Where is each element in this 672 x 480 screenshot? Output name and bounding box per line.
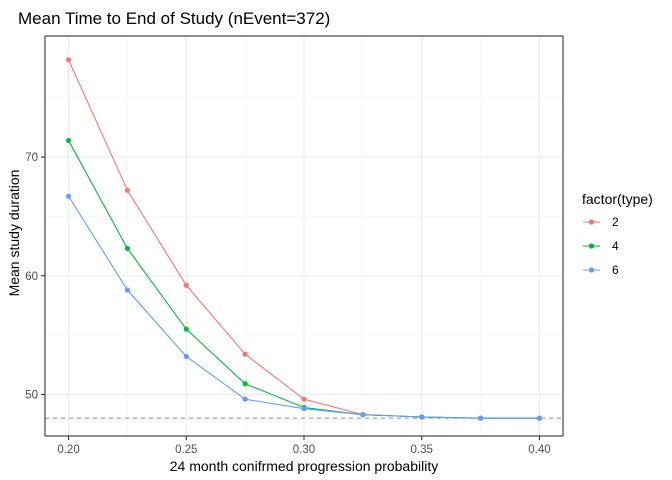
legend-key-point-6 [588, 267, 595, 273]
legend-label-6: 6 [612, 263, 619, 277]
legend-title: factor(type) [582, 191, 653, 207]
data-point-6 [477, 415, 484, 421]
data-point-2 [65, 57, 72, 63]
legend-key-point-2 [588, 219, 595, 225]
x-axis-title: 24 month conifrmed progression probabili… [170, 458, 438, 474]
data-point-4 [242, 381, 248, 387]
data-point-4 [124, 245, 131, 252]
chart-title: Mean Time to End of Study (nEvent=372) [18, 9, 330, 28]
data-point-2 [242, 351, 248, 357]
data-point-6 [124, 287, 131, 293]
data-point-6 [419, 414, 425, 420]
legend-label-2: 2 [612, 215, 619, 229]
data-point-4 [65, 137, 72, 144]
data-point-6 [360, 412, 366, 418]
plot-panel: 0.20 0.25 0.30 0.35 0.40 50 60 70 [25, 35, 564, 456]
y-tick-label: 60 [25, 271, 38, 283]
data-point-2 [183, 282, 189, 288]
data-point-2 [301, 396, 307, 402]
data-point-6 [65, 193, 72, 199]
data-point-2 [124, 187, 131, 193]
data-point-4 [183, 326, 189, 332]
data-point-6 [536, 415, 543, 421]
data-point-6 [183, 353, 189, 360]
x-tick-label: 0.25 [175, 444, 197, 456]
data-point-6 [301, 406, 307, 412]
y-tick-label: 70 [25, 152, 38, 164]
y-tick-label: 50 [25, 389, 38, 401]
x-tick-label: 0.30 [293, 444, 315, 456]
x-tick-label: 0.40 [528, 444, 550, 456]
legend-key-point-4 [588, 243, 595, 249]
x-tick-label: 0.20 [57, 444, 79, 456]
legend-label-4: 4 [612, 239, 619, 253]
x-tick-label: 0.35 [411, 444, 433, 456]
y-axis-title: Mean study duration [6, 170, 22, 297]
data-point-6 [242, 396, 248, 402]
legend: factor(type) 2 4 6 [582, 191, 653, 277]
